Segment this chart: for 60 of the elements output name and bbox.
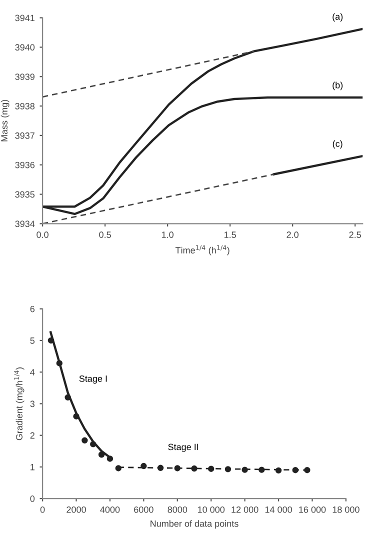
x-tick-label: 0.0 — [36, 232, 48, 238]
series-label: (c) — [332, 140, 342, 149]
x-tick-label: 2000 — [66, 506, 86, 513]
y-tick-label: 1 — [30, 464, 34, 470]
x-tick-label: 2.5 — [349, 232, 361, 238]
series-label: (a) — [332, 13, 343, 22]
point — [115, 465, 122, 472]
y-tick-label: 3937 — [15, 132, 34, 139]
x-axis-title: Time$^{1/4}$ (h$^{1/4}$) — [175, 245, 230, 256]
point — [106, 456, 114, 462]
x-tick-label: 0 — [40, 506, 45, 513]
y-tick-label: 4 — [30, 369, 35, 376]
point — [191, 465, 198, 472]
y-tick-label: 3934 — [15, 220, 35, 228]
x-tick-label: 1.5 — [224, 232, 236, 238]
point — [140, 462, 147, 470]
x-tick-label: 1.0 — [162, 232, 174, 238]
y-tick-label: 3941 — [15, 14, 34, 22]
y-axis-title: Gradient (mg/h$^{1/4}$) — [14, 367, 24, 440]
y-tick-label: 3938 — [15, 102, 35, 110]
point — [48, 337, 54, 344]
x-tick-label: 12 000 — [232, 506, 258, 513]
point — [82, 437, 88, 444]
x-tick-label: 10 000 — [198, 506, 225, 513]
point — [275, 467, 282, 474]
y-axis-title: Mass (mg) — [0, 100, 10, 142]
x-tick-label: 14 000 — [265, 506, 292, 513]
x-tick-label: 4000 — [100, 506, 120, 513]
point — [157, 464, 164, 472]
point — [304, 467, 310, 474]
point — [98, 452, 105, 458]
y-tick-label: 0 — [30, 496, 35, 502]
point — [90, 441, 96, 448]
x-tick-label: 18 000 — [332, 506, 360, 513]
x-axis-title: Number of data points — [150, 520, 238, 529]
point — [224, 466, 232, 472]
y-tick-label: 3935 — [15, 191, 35, 198]
y-tick-label: 3 — [30, 400, 35, 408]
annotation: Stage II — [168, 444, 198, 452]
point — [258, 466, 265, 473]
point — [174, 465, 180, 472]
point — [73, 413, 80, 420]
point — [56, 360, 63, 366]
x-tick-label: 6000 — [134, 506, 154, 513]
annotation: Stage I — [79, 375, 107, 384]
x-tick-label: 8000 — [168, 506, 188, 513]
point — [242, 466, 248, 473]
y-tick-label: 3936 — [15, 162, 35, 168]
y-tick-label: 5 — [30, 338, 35, 344]
y-tick-label: 3939 — [15, 74, 34, 80]
y-tick-label: 2 — [30, 432, 34, 439]
point — [64, 394, 71, 400]
y-tick-label: 3940 — [15, 44, 35, 51]
x-tick-label: 2.0 — [286, 232, 299, 238]
series-label: (b) — [332, 82, 343, 90]
point — [292, 467, 298, 474]
x-tick-label: 16 000 — [299, 506, 326, 513]
y-tick-label: 6 — [30, 306, 35, 312]
x-tick-label: 0.5 — [99, 232, 111, 238]
point — [208, 466, 214, 472]
